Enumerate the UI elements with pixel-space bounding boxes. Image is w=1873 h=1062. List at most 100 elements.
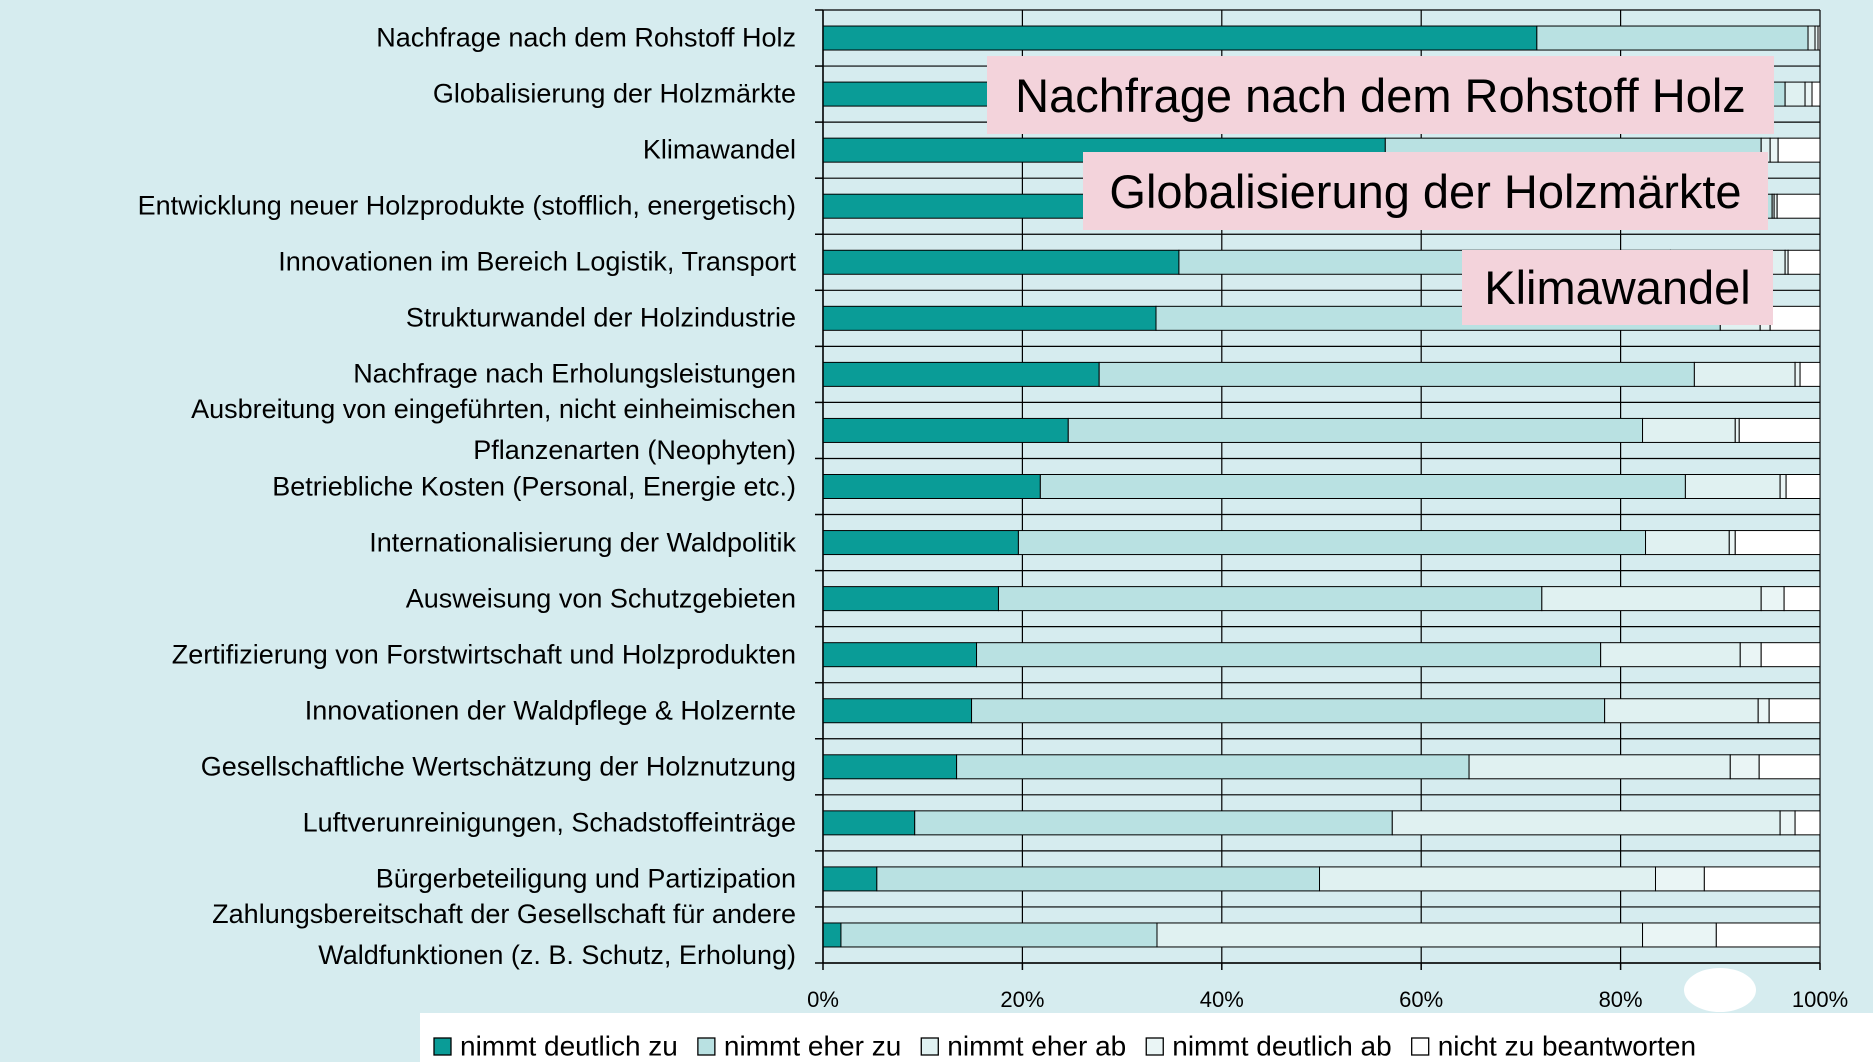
bar-segment [1098,361,1695,387]
bar-segment [1776,193,1821,219]
bar-segment [1760,642,1821,668]
bar-segment [1734,417,1740,443]
bar-segment [822,866,878,892]
bar-segment [914,810,1393,836]
y-tick-label: Ausweisung von Schutzgebieten [405,583,796,614]
bar-segment [822,586,999,612]
bar-segment [1039,474,1686,499]
bar-segment [822,249,1180,275]
bar-segment [1604,698,1759,724]
bar-segment [822,25,1538,51]
y-tick-label: Klimawandel [642,134,796,165]
y-tick-label: Innovationen der Waldpflege & Holzernte [304,695,796,726]
bar-segment [1817,25,1821,51]
bar-segment [1787,249,1821,275]
bar-segment [1536,25,1809,51]
annotation: Globalisierung der Holzmärkte [1083,152,1768,230]
y-tick-label: Ausbreitung von eingeführten, nicht einh… [191,394,796,466]
y-tick-label: Zertifizierung von Forstwirtschaft und H… [171,639,796,670]
y-tick-label: Bürgerbeteiligung und Partizipation [375,863,796,894]
decoration [1684,968,1756,1012]
legend-label: nimmt deutlich ab [1172,1030,1391,1061]
bar-segment [1728,530,1736,556]
bar-segment [822,922,842,948]
bar-segment [822,642,978,668]
bar-segment [822,361,1100,387]
bar-segment [840,922,1158,948]
bar-segment [1645,530,1730,556]
bar-segment [1729,754,1760,780]
bar-segment [997,586,1543,612]
legend-swatch [697,1037,716,1056]
bar-segment [876,866,1321,892]
bar-segment [976,642,1602,668]
bar-segment [1785,474,1821,499]
bar-segment [1067,417,1644,443]
legend-label: nimmt eher zu [724,1030,901,1061]
legend-swatch [1411,1037,1430,1056]
y-tick-label: Globalisierung der Holzmärkte [432,78,796,109]
legend-swatch [920,1037,939,1056]
bar-segment [1799,361,1821,387]
bar-segment [822,698,973,724]
bar-segment [1739,642,1762,668]
y-tick-label: Zahlungsbereitschaft der Gesellschaft fü… [212,898,796,970]
bar-segment [971,698,1606,724]
y-tick-label: Luftverunreinigungen, Schadstoffeinträge [302,807,796,838]
annotation: Nachfrage nach dem Rohstoff Holz [987,56,1774,134]
bar-segment [956,754,1470,780]
bar-segment [1760,586,1785,612]
bar-segment [822,305,1157,331]
y-tick-label: Entwicklung neuer Holzprodukte (stofflic… [137,190,796,221]
x-tick-label: 100% [1792,987,1848,1012]
bar-segment [1779,810,1796,836]
annotation: Klimawandel [1462,250,1773,325]
bar-segment [1703,866,1821,892]
bar-segment [1541,586,1762,612]
legend-swatch [1145,1037,1164,1056]
bar-segment [1758,754,1821,780]
bar-segment [1804,81,1813,107]
y-tick-label: Nachfrage nach Erholungsleistungen [353,358,796,389]
bar-segment [1768,698,1821,724]
y-tick-label: Gesellschaftliche Wertschätzung der Holz… [200,751,796,782]
x-tick-label: 60% [1399,987,1443,1012]
bar-segment [1693,361,1796,387]
legend: nimmt deutlich zu nimmt eher zu nimmt eher… [433,1030,1696,1061]
x-tick-label: 20% [1000,987,1044,1012]
x-tick-label: 40% [1200,987,1244,1012]
bar-segment [1391,810,1781,836]
legend-label: nimmt eher ab [947,1030,1126,1061]
bar-segment [1017,530,1647,556]
y-tick-label: Betriebliche Kosten (Personal, Energie e… [272,471,796,501]
bar-segment [1794,810,1821,836]
bar-segment [822,530,1019,556]
y-tick-label: Internationalisierung der Waldpolitik [369,527,796,558]
bar-segment [1794,361,1801,387]
bar-segment [822,417,1069,443]
y-tick-label: Nachfrage nach dem Rohstoff Holz [376,22,796,53]
legend-label: nimmt deutlich zu [460,1030,678,1061]
bar-segment [1319,866,1656,892]
bar-segment [1642,417,1736,443]
bar-segment [1811,81,1821,107]
bar-segment [822,474,1041,499]
bar-segment [822,810,916,836]
bar-segment [1654,866,1705,892]
bar-segment [822,754,958,780]
bar-segment [1156,922,1644,948]
legend-label: nicht zu beantworten [1438,1030,1696,1061]
bar-segment [1642,922,1717,948]
legend-swatch [433,1037,452,1056]
bar-segment [1807,25,1816,51]
bar-segment [1600,642,1741,668]
x-tick-label: 0% [807,987,839,1012]
bar-segment [1734,530,1821,556]
x-tick-label: 80% [1599,987,1643,1012]
bar-segment [1468,754,1731,780]
bar-segment [1684,474,1781,499]
bar-segment [1769,137,1779,163]
bar-segment [1769,305,1821,331]
y-tick-label: Innovationen im Bereich Logistik, Transp… [278,246,796,277]
